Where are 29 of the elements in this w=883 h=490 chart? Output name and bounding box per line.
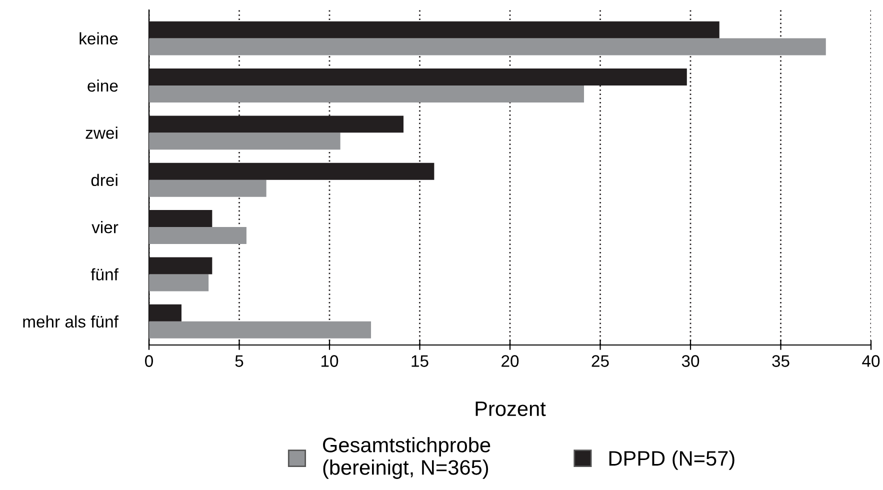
x-tick-label: 30 [682,355,700,367]
bar [149,210,212,228]
x-tick-label: 10 [322,355,338,367]
x-axis-title: Prozent [476,402,546,416]
x-tick-label: 40 [862,355,880,367]
x-tick-label: 5 [235,355,244,367]
bar [149,85,584,102]
y-tick-label: vier [92,221,118,234]
y-tick-label: eine [88,79,118,92]
bar [149,180,266,197]
x-tick-label: 35 [772,355,790,367]
bar [149,274,209,292]
y-tick-label: drei [91,174,118,186]
x-tick-label: 0 [145,355,153,367]
y-tick-label: mehr als fünf [23,315,118,328]
bar [149,132,340,150]
legend-label: DPPD (N=57) [609,450,734,470]
bar [149,257,212,274]
bar [149,227,246,244]
x-tick-label: 25 [592,355,609,367]
bar [149,304,182,322]
y-tick-label: fünf [90,268,118,280]
bar [149,38,826,56]
y-tick-label: zwei [86,126,118,139]
legend-label: Gesamtstichprobe (bereinigt, N=365) [323,437,490,479]
y-tick-label: keine [80,32,118,45]
bar [149,321,372,338]
x-tick-label: 20 [502,355,519,367]
x-tick-label: 15 [412,355,428,367]
